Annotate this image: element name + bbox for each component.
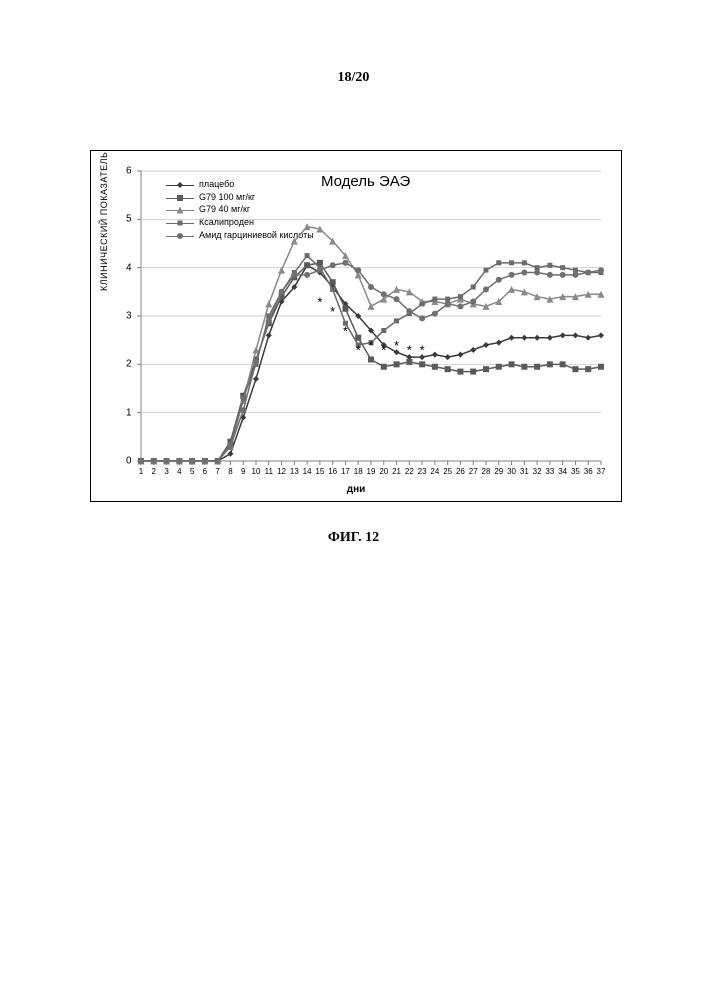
y-tick-label: 3 (126, 311, 132, 322)
x-tick-label: 11 (265, 467, 273, 476)
svg-text:*: * (356, 343, 361, 358)
x-tick-label: 5 (190, 467, 194, 476)
x-tick-label: 15 (315, 467, 324, 476)
svg-text:*: * (381, 343, 386, 358)
x-tick-label: 9 (241, 467, 245, 476)
x-tick-label: 28 (482, 467, 491, 476)
svg-text:*: * (343, 323, 348, 338)
x-tick-label: 27 (469, 467, 478, 476)
y-tick-label: 4 (126, 262, 132, 273)
y-tick-label: 6 (126, 166, 132, 177)
x-tick-label: 2 (152, 467, 156, 476)
page-number: 18/20 (0, 70, 707, 86)
x-tick-label: 17 (341, 467, 350, 476)
figure-caption: ФИГ. 12 (0, 530, 707, 546)
x-tick-label: 3 (164, 467, 168, 476)
x-tick-label: 21 (392, 467, 401, 476)
x-tick-label: 4 (177, 467, 181, 476)
chart-container: Модель ЭАЭ КЛИНИЧЕСКИЙ ПОКАЗАТЕЛЬ дни пл… (90, 150, 622, 502)
x-tick-label: 1 (139, 467, 143, 476)
svg-text:*: * (407, 343, 412, 358)
chart-plot: * * * * * * * * * (91, 151, 621, 501)
svg-text:*: * (317, 294, 322, 309)
x-tick-label: 23 (418, 467, 427, 476)
y-tick-label: 5 (126, 214, 132, 225)
x-tick-label: 31 (520, 467, 529, 476)
x-tick-label: 30 (507, 467, 516, 476)
x-tick-label: 7 (215, 467, 219, 476)
x-tick-label: 12 (277, 467, 286, 476)
svg-text:*: * (330, 304, 335, 319)
svg-text:*: * (394, 338, 399, 353)
x-tick-label: 8 (228, 467, 232, 476)
x-tick-label: 13 (290, 467, 299, 476)
x-tick-label: 18 (354, 467, 363, 476)
x-tick-label: 10 (252, 467, 261, 476)
x-tick-label: 20 (379, 467, 388, 476)
x-tick-label: 36 (584, 467, 593, 476)
x-tick-label: 26 (456, 467, 465, 476)
x-tick-label: 14 (303, 467, 312, 476)
y-tick-label: 2 (126, 359, 132, 370)
x-tick-label: 33 (545, 467, 554, 476)
x-tick-label: 24 (430, 467, 439, 476)
x-tick-label: 35 (571, 467, 580, 476)
x-tick-label: 19 (367, 467, 376, 476)
y-tick-label: 0 (126, 456, 132, 467)
x-tick-label: 34 (558, 467, 567, 476)
x-tick-label: 25 (443, 467, 452, 476)
x-tick-label: 37 (597, 467, 606, 476)
x-tick-label: 29 (494, 467, 503, 476)
x-tick-label: 6 (203, 467, 207, 476)
svg-text:*: * (368, 338, 373, 353)
svg-text:*: * (420, 343, 425, 358)
x-tick-label: 32 (533, 467, 542, 476)
y-tick-label: 1 (126, 407, 132, 418)
x-tick-label: 22 (405, 467, 414, 476)
x-tick-label: 16 (328, 467, 337, 476)
